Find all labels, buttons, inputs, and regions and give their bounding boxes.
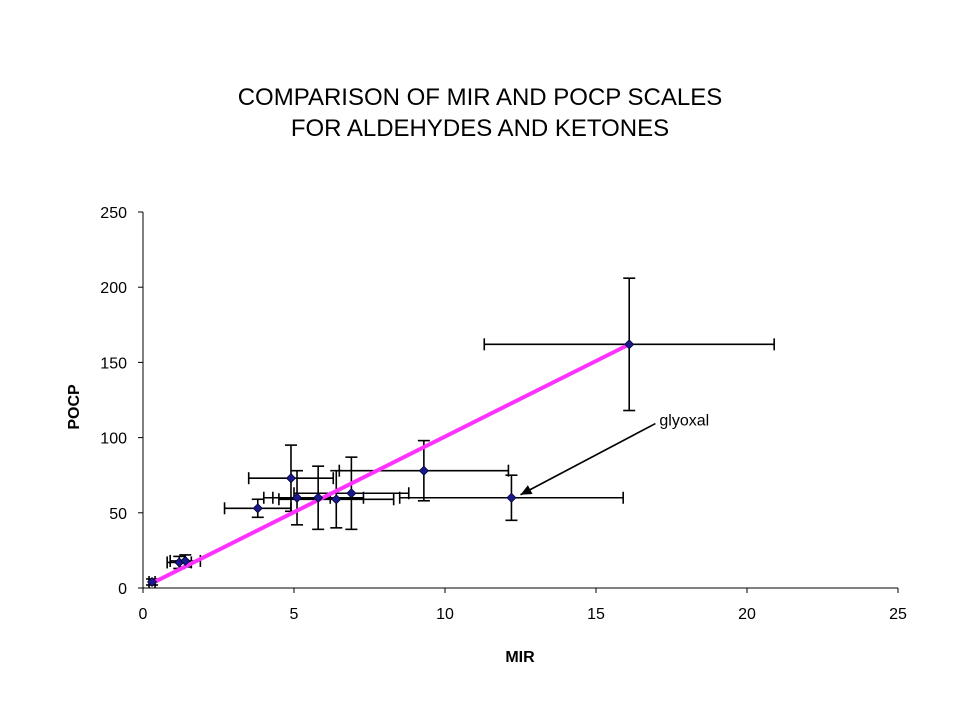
data-point <box>331 494 342 505</box>
data-point <box>291 492 303 503</box>
x-tick-label: 10 <box>436 606 454 623</box>
y-tick-label: 50 <box>109 506 127 523</box>
fit-line-group <box>151 342 631 585</box>
chart-title: COMPARISON OF MIR AND POCP SCALES FOR AL… <box>0 82 960 144</box>
data-point <box>313 492 324 503</box>
annotation-glyoxal: glyoxal <box>659 413 709 430</box>
data-point <box>180 555 191 566</box>
data-point <box>624 339 635 350</box>
data-markers <box>146 339 635 588</box>
x-tick-label: 5 <box>290 606 299 623</box>
x-axis-label: MIR <box>505 649 535 666</box>
annotation-group: glyoxal <box>520 413 709 496</box>
data-point <box>506 492 517 503</box>
data-point <box>418 465 429 476</box>
x-tick-label: 15 <box>587 606 605 623</box>
data-point <box>346 488 357 499</box>
x-tick-label: 25 <box>889 606 907 623</box>
chart-title-line-1: COMPARISON OF MIR AND POCP SCALES <box>237 84 723 111</box>
y-axis-label: POCP <box>66 384 83 430</box>
error-bars <box>146 277 775 588</box>
fit-line <box>151 342 631 585</box>
x-tick-label: 0 <box>139 606 148 623</box>
data-point <box>146 576 158 588</box>
x-tick-label: 20 <box>738 606 756 623</box>
data-point <box>285 473 297 484</box>
chart-title-line-2: FOR ALDEHYDES AND KETONES <box>290 115 670 142</box>
axes: 0 50 100 150 200 250 0 5 10 15 20 25 <box>100 205 907 623</box>
y-tick-label: 0 <box>118 581 127 598</box>
y-tick-label: 200 <box>100 280 127 297</box>
data-point <box>252 503 263 514</box>
y-tick-label: 100 <box>100 431 127 448</box>
annotation-arrow-line <box>520 422 656 496</box>
y-tick-label: 150 <box>100 355 127 372</box>
y-tick-label: 250 <box>100 205 127 222</box>
annotation-arrow-head <box>520 485 533 495</box>
